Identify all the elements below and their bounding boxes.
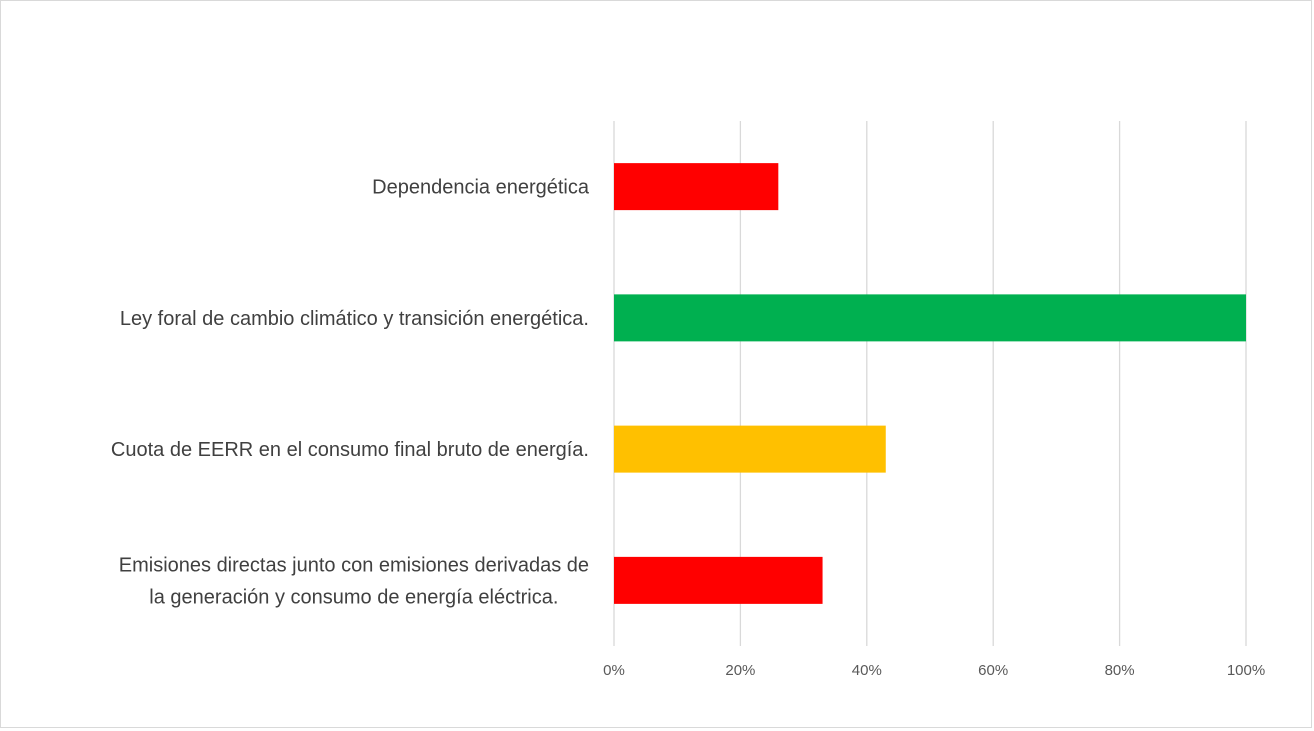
x-tick-labels: 0% 20% 40% 60% 80% 100% (603, 662, 1265, 679)
bar (614, 556, 823, 604)
x-tick-label: 80% (1105, 662, 1135, 679)
category-labels: Dependencia energética Ley foral de cambi… (111, 177, 590, 609)
x-tick-label: 100% (1227, 662, 1265, 679)
x-tick-label: 20% (725, 662, 755, 679)
category-label-line: Dependencia energética (372, 177, 590, 199)
category-label: Cuota de EERR en el consumo final bruto … (111, 439, 589, 461)
x-tick-label: 0% (603, 662, 625, 679)
category-label-line: Emisiones directas junto con emisiones d… (119, 554, 589, 576)
category-label: Dependencia energética (372, 177, 590, 199)
x-tick-label: 40% (852, 662, 882, 679)
category-label-line: Cuota de EERR en el consumo final bruto … (111, 439, 589, 461)
category-label-line: Ley foral de cambio climático y transici… (120, 308, 589, 330)
bar (614, 294, 1246, 342)
x-tick-label: 60% (978, 662, 1008, 679)
category-label: Ley foral de cambio climático y transici… (120, 308, 589, 330)
category-label: Emisiones directas junto con emisiones d… (119, 554, 589, 608)
category-label-line: la generación y consumo de energía eléct… (149, 586, 558, 608)
bar (614, 425, 886, 473)
bar (614, 163, 779, 211)
bars (614, 163, 1246, 604)
